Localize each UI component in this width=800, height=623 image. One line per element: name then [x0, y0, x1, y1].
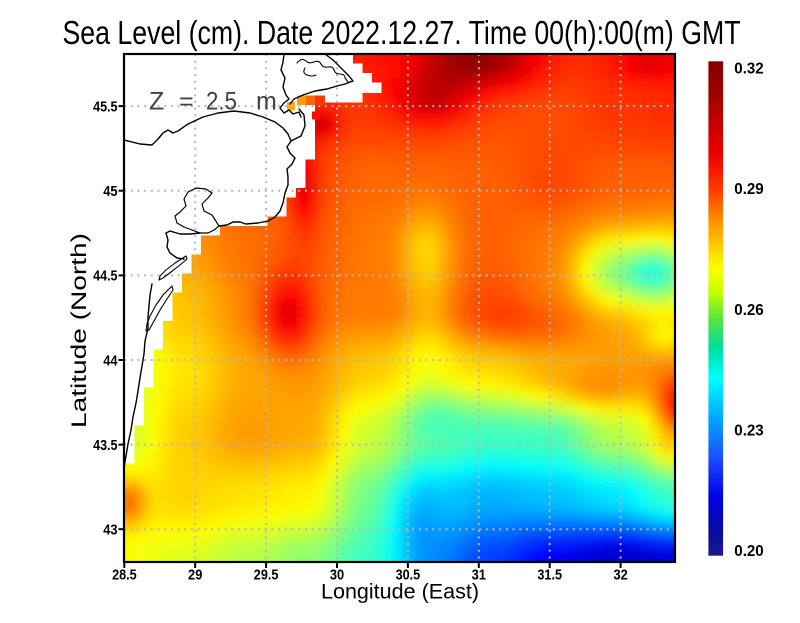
- svg-text:Sea Level (cm). Date 2022.12.2: Sea Level (cm). Date 2022.12.27. Time 00…: [63, 15, 741, 52]
- svg-text:30.5: 30.5: [396, 566, 421, 583]
- svg-text:Z=2.5m: Z = 2.5 m: [149, 88, 277, 116]
- svg-text:43.5: 43.5: [93, 437, 117, 454]
- svg-text:0.32: 0.32: [734, 61, 763, 78]
- svg-text:44: 44: [103, 352, 118, 369]
- svg-text:44.5: 44.5: [93, 268, 117, 285]
- svg-text:29.5: 29.5: [254, 566, 279, 583]
- svg-text:0.20: 0.20: [734, 543, 763, 560]
- svg-text:0.29: 0.29: [734, 181, 763, 198]
- svg-text:29: 29: [188, 566, 202, 583]
- svg-text:0.26: 0.26: [734, 302, 763, 319]
- svg-text:31.5: 31.5: [537, 566, 562, 583]
- svg-text:Latitude (North): Latitude (North): [67, 233, 91, 428]
- svg-text:Longitude (East): Longitude (East): [321, 580, 479, 604]
- svg-text:28.5: 28.5: [112, 566, 137, 583]
- svg-text:45.5: 45.5: [93, 98, 117, 115]
- svg-text:0.23: 0.23: [734, 422, 763, 439]
- svg-text:43: 43: [103, 522, 117, 539]
- svg-text:30: 30: [330, 566, 344, 583]
- svg-text:31: 31: [472, 566, 486, 583]
- svg-text:32: 32: [613, 566, 627, 583]
- svg-text:45: 45: [103, 183, 117, 200]
